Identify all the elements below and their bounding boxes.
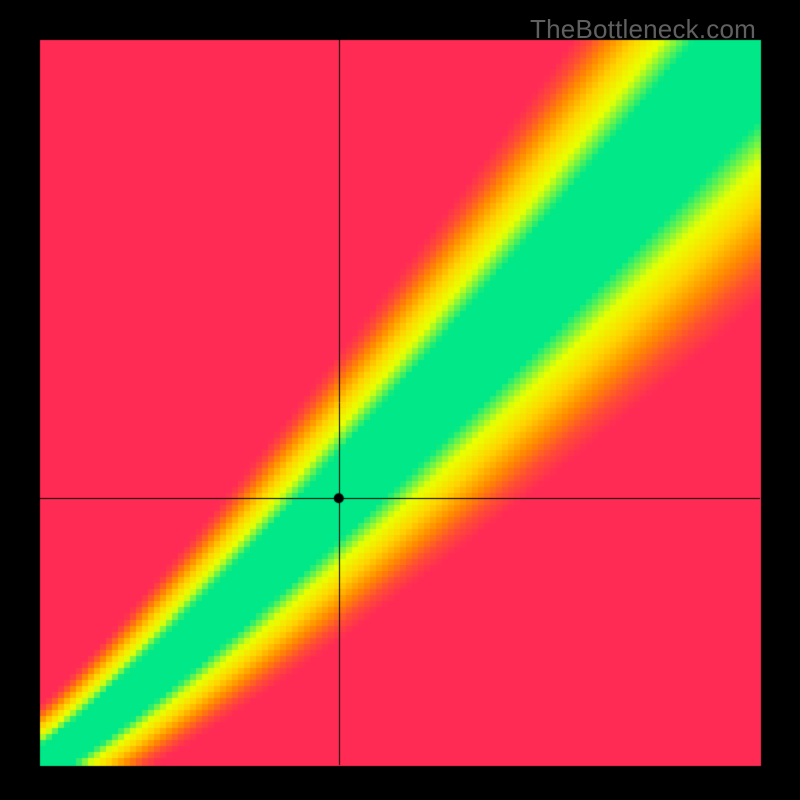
bottleneck-heatmap-canvas bbox=[0, 0, 800, 800]
watermark-text: TheBottleneck.com bbox=[530, 14, 756, 45]
chart-container: TheBottleneck.com bbox=[0, 0, 800, 800]
